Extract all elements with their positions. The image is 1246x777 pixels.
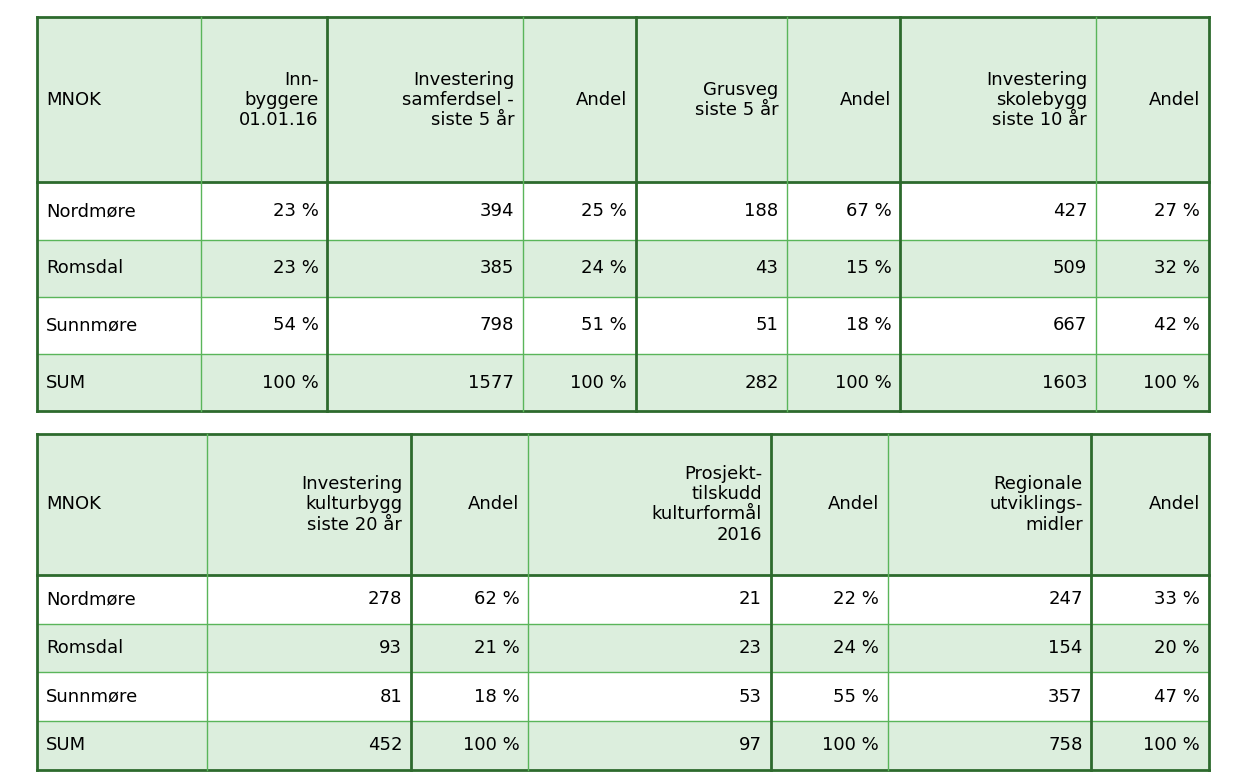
Text: 21 %: 21 % xyxy=(473,639,520,657)
Text: 758: 758 xyxy=(1048,737,1083,754)
Text: 23: 23 xyxy=(739,639,763,657)
Text: 25 %: 25 % xyxy=(581,202,627,220)
Text: 20 %: 20 % xyxy=(1154,639,1200,657)
Text: 33 %: 33 % xyxy=(1154,591,1200,608)
Text: 47 %: 47 % xyxy=(1154,688,1200,706)
Text: 100 %: 100 % xyxy=(835,374,891,392)
Text: 247: 247 xyxy=(1048,591,1083,608)
Text: 509: 509 xyxy=(1053,260,1087,277)
Text: 15 %: 15 % xyxy=(846,260,891,277)
Text: Sunnmøre: Sunnmøre xyxy=(46,316,138,334)
Bar xyxy=(37,17,1209,183)
Text: 67 %: 67 % xyxy=(846,202,891,220)
Text: Investering
skolebygg
siste 10 år: Investering skolebygg siste 10 år xyxy=(986,71,1087,129)
Text: SUM: SUM xyxy=(46,737,86,754)
Text: Prosjekt-
tilskudd
kulturformål
2016: Prosjekt- tilskudd kulturformål 2016 xyxy=(652,465,763,544)
Text: 100 %: 100 % xyxy=(462,737,520,754)
Text: 24 %: 24 % xyxy=(834,639,880,657)
Text: 394: 394 xyxy=(480,202,515,220)
Text: 100 %: 100 % xyxy=(571,374,627,392)
Text: 62 %: 62 % xyxy=(473,591,520,608)
Text: 51 %: 51 % xyxy=(581,316,627,334)
Text: Romsdal: Romsdal xyxy=(46,639,123,657)
Text: SUM: SUM xyxy=(46,374,86,392)
Text: Investering
kulturbygg
siste 20 år: Investering kulturbygg siste 20 år xyxy=(302,476,402,534)
Text: 43: 43 xyxy=(755,260,779,277)
Text: 667: 667 xyxy=(1053,316,1087,334)
Text: 18 %: 18 % xyxy=(473,688,520,706)
Text: Regionale
utviklings-
midler: Regionale utviklings- midler xyxy=(989,476,1083,534)
Text: Andel: Andel xyxy=(840,91,891,109)
Text: 100 %: 100 % xyxy=(1143,374,1200,392)
Text: Andel: Andel xyxy=(576,91,627,109)
Text: 42 %: 42 % xyxy=(1154,316,1200,334)
Bar xyxy=(37,575,1209,624)
Text: 452: 452 xyxy=(368,737,402,754)
Text: 24 %: 24 % xyxy=(581,260,627,277)
Text: Romsdal: Romsdal xyxy=(46,260,123,277)
Text: Inn-
byggere
01.01.16: Inn- byggere 01.01.16 xyxy=(239,71,319,129)
Bar xyxy=(37,624,1209,672)
Text: 1577: 1577 xyxy=(468,374,515,392)
Text: 100 %: 100 % xyxy=(822,737,880,754)
Text: 798: 798 xyxy=(480,316,515,334)
Text: Andel: Andel xyxy=(827,496,880,514)
Text: 100 %: 100 % xyxy=(1143,737,1200,754)
Bar xyxy=(37,183,1209,239)
Text: Grusveg
siste 5 år: Grusveg siste 5 år xyxy=(695,81,779,119)
Text: 81: 81 xyxy=(380,688,402,706)
Bar xyxy=(37,434,1209,575)
Text: Andel: Andel xyxy=(1149,91,1200,109)
Text: 427: 427 xyxy=(1053,202,1087,220)
Text: 32 %: 32 % xyxy=(1154,260,1200,277)
Text: 18 %: 18 % xyxy=(846,316,891,334)
Text: 55 %: 55 % xyxy=(834,688,880,706)
Bar xyxy=(37,354,1209,411)
Text: 97: 97 xyxy=(739,737,763,754)
Text: Nordmøre: Nordmøre xyxy=(46,591,136,608)
Text: 93: 93 xyxy=(379,639,402,657)
Bar xyxy=(37,239,1209,297)
Text: 54 %: 54 % xyxy=(273,316,319,334)
Text: 1603: 1603 xyxy=(1042,374,1087,392)
Bar xyxy=(37,672,1209,721)
Text: 23 %: 23 % xyxy=(273,202,319,220)
Text: 278: 278 xyxy=(368,591,402,608)
Text: Andel: Andel xyxy=(468,496,520,514)
Text: 154: 154 xyxy=(1048,639,1083,657)
Text: 21: 21 xyxy=(739,591,763,608)
Text: 282: 282 xyxy=(744,374,779,392)
Text: Investering
samferdsel -
siste 5 år: Investering samferdsel - siste 5 år xyxy=(402,71,515,129)
Text: 357: 357 xyxy=(1048,688,1083,706)
Text: Andel: Andel xyxy=(1149,496,1200,514)
Text: 27 %: 27 % xyxy=(1154,202,1200,220)
Text: 53: 53 xyxy=(739,688,763,706)
Text: 22 %: 22 % xyxy=(834,591,880,608)
Bar xyxy=(37,721,1209,770)
Text: 188: 188 xyxy=(744,202,779,220)
Text: MNOK: MNOK xyxy=(46,91,101,109)
Text: Nordmøre: Nordmøre xyxy=(46,202,136,220)
Bar xyxy=(37,297,1209,354)
Text: MNOK: MNOK xyxy=(46,496,101,514)
Text: 100 %: 100 % xyxy=(262,374,319,392)
Text: 23 %: 23 % xyxy=(273,260,319,277)
Text: 385: 385 xyxy=(480,260,515,277)
Text: 51: 51 xyxy=(755,316,779,334)
Text: Sunnmøre: Sunnmøre xyxy=(46,688,138,706)
